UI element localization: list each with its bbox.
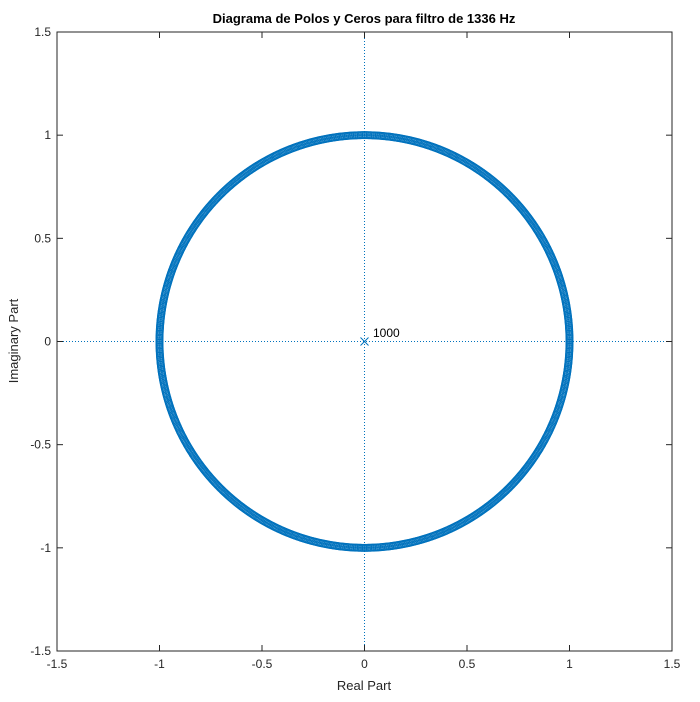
y-tick-label: 0.5 (34, 231, 51, 245)
y-tick-label: -1.5 (30, 644, 51, 658)
zero-marker (565, 338, 574, 347)
x-tick-label: -0.5 (252, 657, 273, 671)
zeros-series (155, 131, 574, 552)
x-tick-label: -1 (154, 657, 165, 671)
y-tick-label: -0.5 (30, 438, 51, 452)
tick-labels: -1.5 -1 -0.5 0 0.5 1 1.5 -1.5 -1 -0.5 0 0.5 1 1.5 (30, 25, 680, 671)
zero-marker (232, 498, 241, 507)
x-tick-label: 1.5 (664, 657, 681, 671)
y-axis-label: Imaginary Part (6, 298, 21, 383)
x-tick-label: 1 (566, 657, 573, 671)
x-axis-label: Real Part (337, 678, 392, 693)
chart-title: Diagrama de Polos y Ceros para filtro de… (213, 11, 516, 26)
x-tick-label: 0 (361, 657, 368, 671)
y-tick-label: -1 (40, 541, 51, 555)
poles-series (360, 337, 369, 346)
y-tick-label: 0 (44, 335, 51, 349)
y-tick-label: 1.5 (34, 25, 51, 39)
y-tick-label: 1 (44, 128, 51, 142)
axis-ticks (56, 31, 673, 652)
pole-marker (360, 337, 369, 346)
zero-marker (488, 176, 497, 185)
x-tick-label: 0.5 (459, 657, 476, 671)
pole-multiplicity-label: 1000 (373, 326, 400, 340)
x-tick-label: -1.5 (47, 657, 68, 671)
